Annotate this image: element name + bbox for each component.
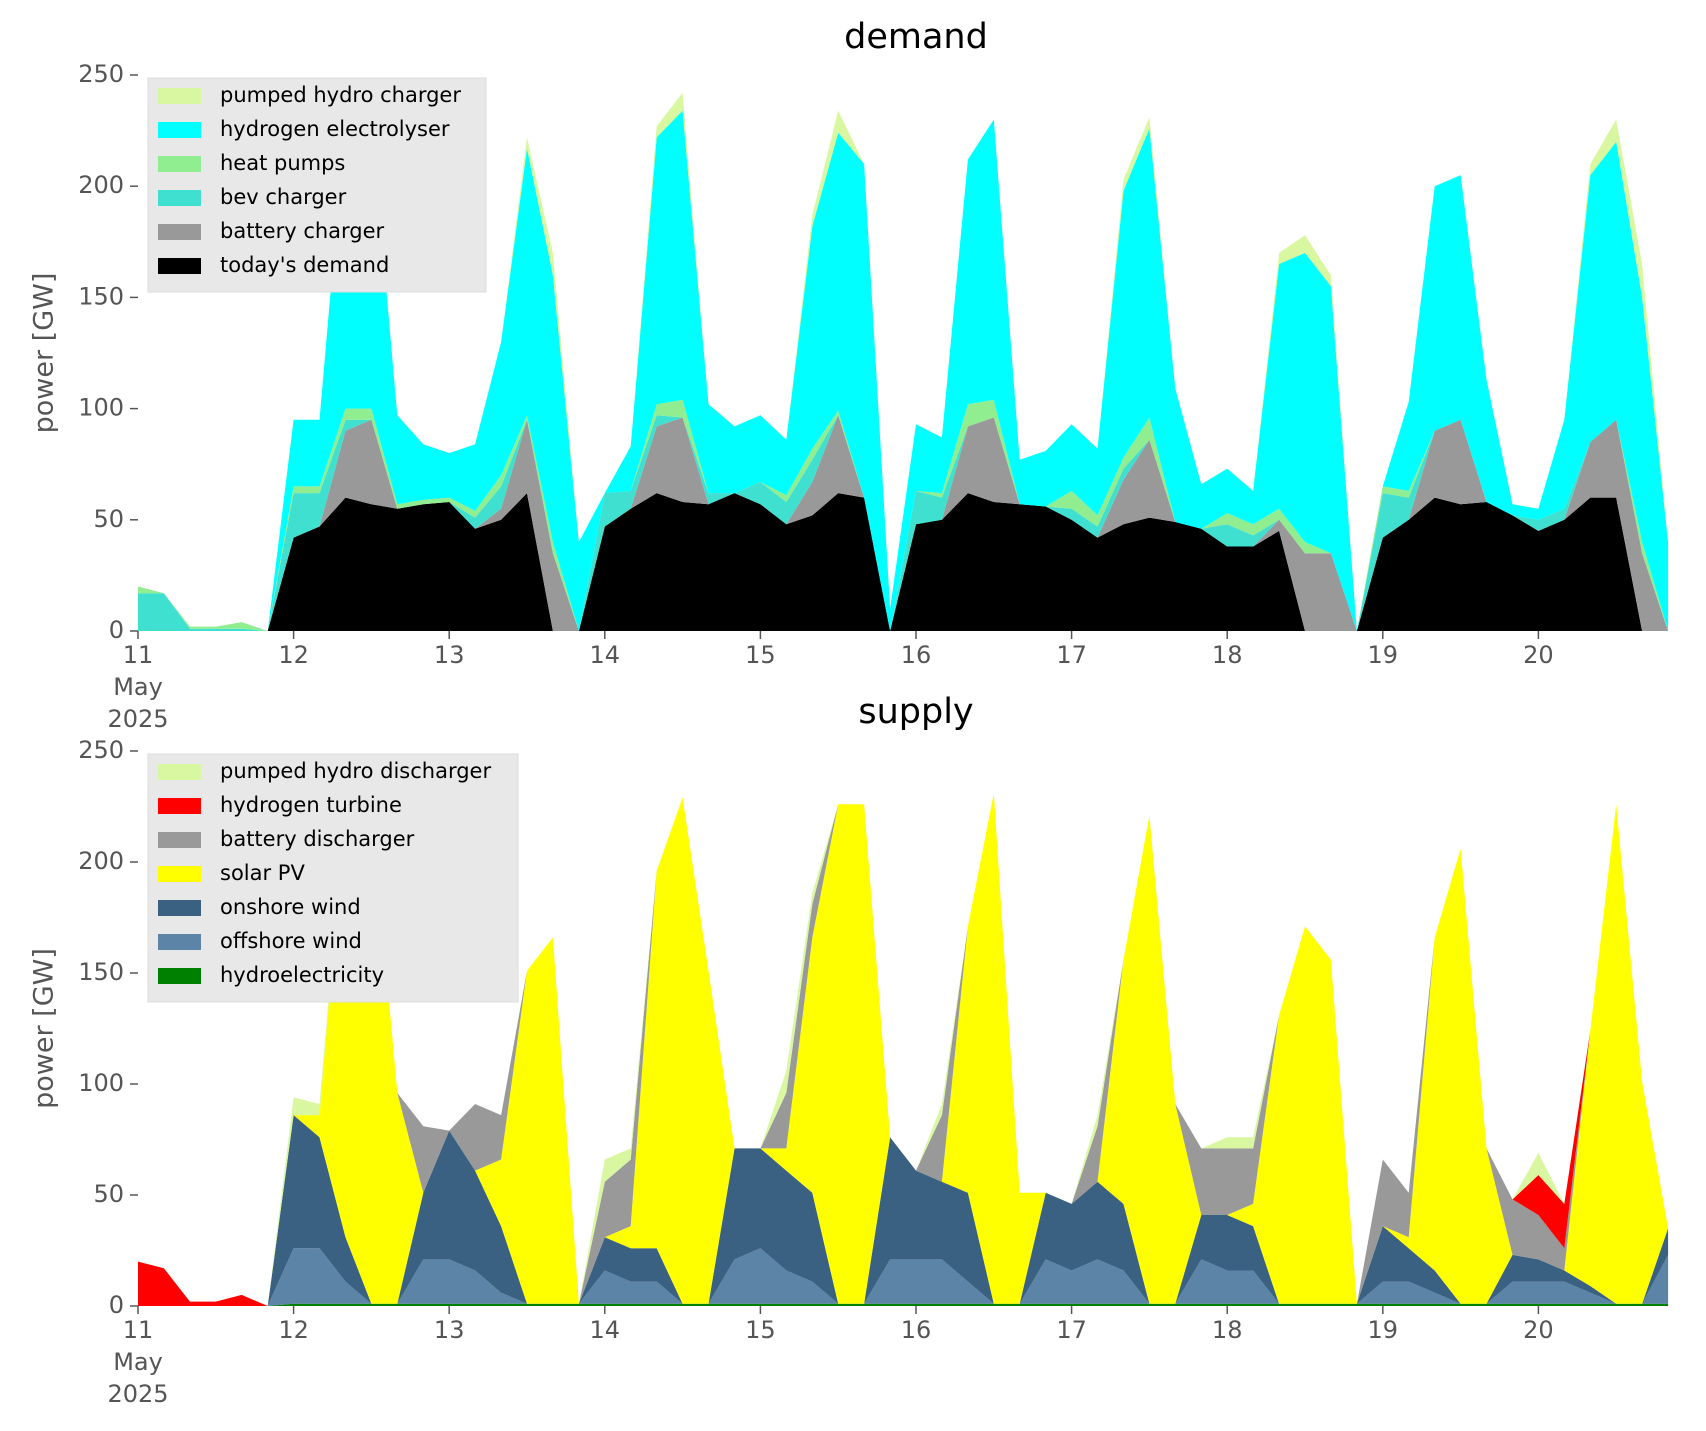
y-tick-label: 200 (78, 847, 124, 875)
legend-label: solar PV (220, 861, 305, 885)
x-tick-label: 19 (1368, 1316, 1399, 1344)
legend-label: onshore wind (220, 895, 361, 919)
legend-label: hydrogen electrolyser (220, 117, 450, 141)
x-tick-label: 14 (590, 1316, 621, 1344)
x-tick-label: 19 (1368, 641, 1399, 669)
x-tick-label: 15 (745, 641, 776, 669)
legend-swatch (158, 190, 201, 206)
legend-label: pumped hydro discharger (220, 759, 491, 783)
legend-box (147, 77, 487, 293)
legend-box (147, 753, 519, 1003)
legend-label: hydroelectricity (220, 963, 384, 987)
chart-title: demand (844, 17, 988, 57)
legend-label: battery charger (220, 219, 385, 243)
legend-label: bev charger (220, 185, 347, 209)
legend-swatch (158, 866, 201, 882)
tick-line: May (113, 1348, 163, 1376)
legend-label: today's demand (220, 253, 389, 277)
x-tick-label: 12 (278, 1316, 309, 1344)
legend-swatch (158, 832, 201, 848)
legend-swatch (158, 900, 201, 916)
tick-line: 2025 (107, 705, 168, 733)
legend-swatch (158, 224, 201, 240)
area-0 (138, 493, 1669, 631)
area-3 (138, 793, 1669, 1306)
x-tick-label: 11 May 2025 (107, 641, 168, 733)
chart-title: supply (858, 692, 973, 732)
y-tick-label: 100 (78, 394, 124, 422)
x-tick-label: 20 (1523, 1316, 1554, 1344)
tick-line: May (113, 673, 163, 701)
y-tick-label: 0 (109, 1291, 124, 1319)
legend-swatch (158, 156, 201, 172)
y-tick-label: 150 (78, 282, 124, 310)
y-tick-label: 0 (109, 616, 124, 644)
legend-label: heat pumps (220, 151, 345, 175)
x-tick-label: 18 (1212, 641, 1243, 669)
legend-swatch (158, 122, 201, 138)
legend-swatch (158, 968, 201, 984)
x-tick-label: 13 (434, 1316, 465, 1344)
area-4 (138, 793, 1669, 1306)
x-tick-label: 16 (901, 641, 932, 669)
area-0 (138, 1303, 1669, 1306)
legend-label: hydrogen turbine (220, 793, 402, 817)
legend-swatch (158, 798, 201, 814)
x-tick-label: 18 (1212, 1316, 1243, 1344)
y-tick-label: 250 (78, 736, 124, 764)
area-1 (138, 415, 1669, 631)
y-axis-label: power [GW] (29, 948, 60, 1109)
area-4 (138, 110, 1669, 632)
x-tick-label: 12 (278, 641, 309, 669)
legend-label: battery discharger (220, 827, 415, 851)
y-tick-label: 250 (78, 60, 124, 88)
legend-swatch (158, 934, 201, 950)
legend-label: offshore wind (220, 929, 362, 953)
legend-label: pumped hydro charger (220, 83, 461, 107)
x-tick-label: 14 (590, 641, 621, 669)
legend-swatch (158, 764, 201, 780)
x-tick-label: 15 (745, 1316, 776, 1344)
area-1 (138, 1248, 1669, 1306)
x-tick-label: 13 (434, 641, 465, 669)
x-tick-label: 17 (1056, 1316, 1087, 1344)
y-tick-label: 50 (93, 505, 124, 533)
area-2 (138, 1115, 1669, 1306)
plot-area (138, 793, 1669, 1306)
tick-line: 2025 (107, 1380, 168, 1408)
y-tick-label: 200 (78, 171, 124, 199)
plot-area (138, 92, 1669, 632)
x-tick-label: 17 (1056, 641, 1087, 669)
x-tick-label: 11 May 2025 (107, 1316, 168, 1408)
y-tick-label: 100 (78, 1069, 124, 1097)
y-tick-label: 150 (78, 958, 124, 986)
y-tick-label: 50 (93, 1180, 124, 1208)
x-tick-label: 16 (901, 1316, 932, 1344)
x-tick-label: 20 (1523, 641, 1554, 669)
y-axis-label: power [GW] (29, 273, 60, 434)
legend-swatch (158, 258, 201, 274)
tick-line: 11 (123, 1316, 154, 1344)
legend-swatch (158, 88, 201, 104)
tick-line: 11 (123, 641, 154, 669)
